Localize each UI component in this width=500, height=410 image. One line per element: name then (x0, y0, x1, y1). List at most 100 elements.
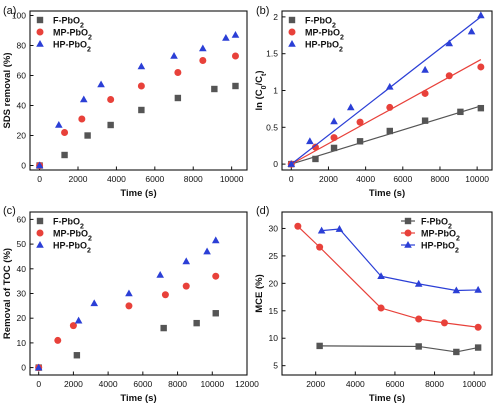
data-point (421, 65, 429, 73)
data-point (453, 348, 460, 356)
data-point (440, 319, 448, 327)
panel-label: (b) (256, 5, 269, 17)
y-tick-label: 25 (269, 251, 279, 261)
data-point (317, 226, 326, 234)
data-point (377, 304, 385, 312)
series-line (297, 225, 479, 328)
data-point (212, 310, 219, 317)
data-point (160, 324, 167, 332)
legend-label: MP-PbO2 (421, 229, 460, 243)
data-point (125, 302, 133, 310)
data-point (74, 316, 83, 324)
legend-label-part: HP-PbO (305, 40, 339, 50)
legend-label-part: F-PbO (53, 16, 80, 26)
plot-frame (29, 10, 248, 171)
data-point (107, 121, 114, 129)
legend-label-part: F-PbO (305, 16, 332, 26)
x-axis-label: Time (s) (120, 393, 156, 404)
x-tick-label: 10000 (200, 379, 224, 389)
y-axis-label: MCE (%) (254, 274, 265, 313)
x-tick-label: 4000 (346, 379, 365, 389)
y-tick-label: 100 (12, 11, 26, 21)
y-tick-label: 30 (269, 223, 279, 233)
data-point (452, 286, 461, 294)
legend-label: HP-PbO2 (421, 241, 459, 255)
x-tick-label: 4000 (356, 174, 375, 184)
y-tick-label: 5 (273, 361, 278, 371)
x-tick-label: 10000 (465, 174, 489, 184)
data-point (174, 94, 182, 102)
y-tick-label: 1 (273, 86, 278, 96)
y-tick-label: 60 (17, 214, 27, 224)
y-tick-label: 20 (17, 313, 27, 323)
x-tick-label: 0 (36, 379, 41, 389)
y-tick-label: 10 (269, 333, 279, 343)
data-point (35, 161, 44, 169)
legend-label-part-sub: 2 (80, 223, 84, 230)
x-tick-label: 6000 (385, 379, 404, 389)
data-point (231, 31, 240, 38)
x-axis-label: Time (s) (369, 188, 405, 199)
y-axis-label: ln (C0/Ct) (254, 70, 268, 110)
data-point (477, 11, 485, 19)
data-point (78, 115, 86, 123)
legend-label-part-sub: 2 (87, 46, 91, 53)
data-point (330, 134, 338, 142)
y-axis-label: Removal of TOC (%) (2, 248, 13, 339)
x-tick-label: 0 (37, 174, 42, 184)
data-point (457, 108, 464, 116)
x-tick-label: 10000 (220, 174, 244, 184)
legend-marker (36, 28, 44, 36)
data-point (316, 342, 323, 350)
data-point (34, 363, 43, 371)
data-point (287, 160, 296, 167)
legend-marker (36, 217, 44, 225)
data-point (415, 315, 423, 323)
series-line (321, 228, 479, 292)
x-tick-label: 8000 (431, 174, 450, 184)
legend-label: F-PbO2 (305, 16, 336, 30)
legend-label: MP-PbO2 (53, 28, 92, 42)
panel-label: (d) (256, 205, 269, 217)
y-tick-label: 10 (17, 338, 27, 348)
data-point (311, 143, 319, 151)
data-point (232, 82, 239, 90)
y-tick-label: 40 (17, 264, 27, 274)
data-point (211, 85, 218, 93)
data-point (212, 272, 220, 280)
y-axis-label-part-sub: 0 (261, 85, 268, 89)
legend-marker (36, 40, 44, 47)
data-point (203, 247, 211, 255)
data-point (474, 285, 482, 293)
y-tick-label: 60 (17, 71, 27, 81)
y-axis-label-part: /C (254, 76, 265, 86)
data-point (385, 82, 394, 90)
data-point (199, 44, 207, 52)
data-point (477, 63, 485, 71)
legend-label-part: MP-PbO (53, 28, 88, 38)
legend-marker (404, 229, 412, 237)
data-point (61, 129, 69, 136)
data-point (174, 69, 182, 76)
y-tick-label: 0 (21, 363, 26, 373)
legend-label-part-sub: 2 (456, 235, 460, 242)
data-point (356, 138, 364, 145)
data-point (335, 225, 344, 232)
plot-frame (281, 211, 493, 376)
data-point (55, 121, 63, 128)
fit-line (291, 105, 482, 165)
data-point (193, 319, 200, 327)
data-point (231, 52, 239, 60)
y-tick-label: 15 (269, 306, 279, 316)
legend-label: MP-PbO2 (305, 28, 344, 42)
legend-label-part: F-PbO (53, 217, 80, 227)
data-point (330, 117, 338, 125)
data-point (170, 52, 178, 59)
series-line (319, 345, 479, 353)
x-tick-label: 2000 (319, 174, 338, 184)
data-point (294, 222, 302, 230)
y-tick-label: 30 (17, 289, 27, 299)
legend-label-part: MP-PbO (53, 229, 88, 239)
legend-label: HP-PbO2 (305, 40, 343, 54)
